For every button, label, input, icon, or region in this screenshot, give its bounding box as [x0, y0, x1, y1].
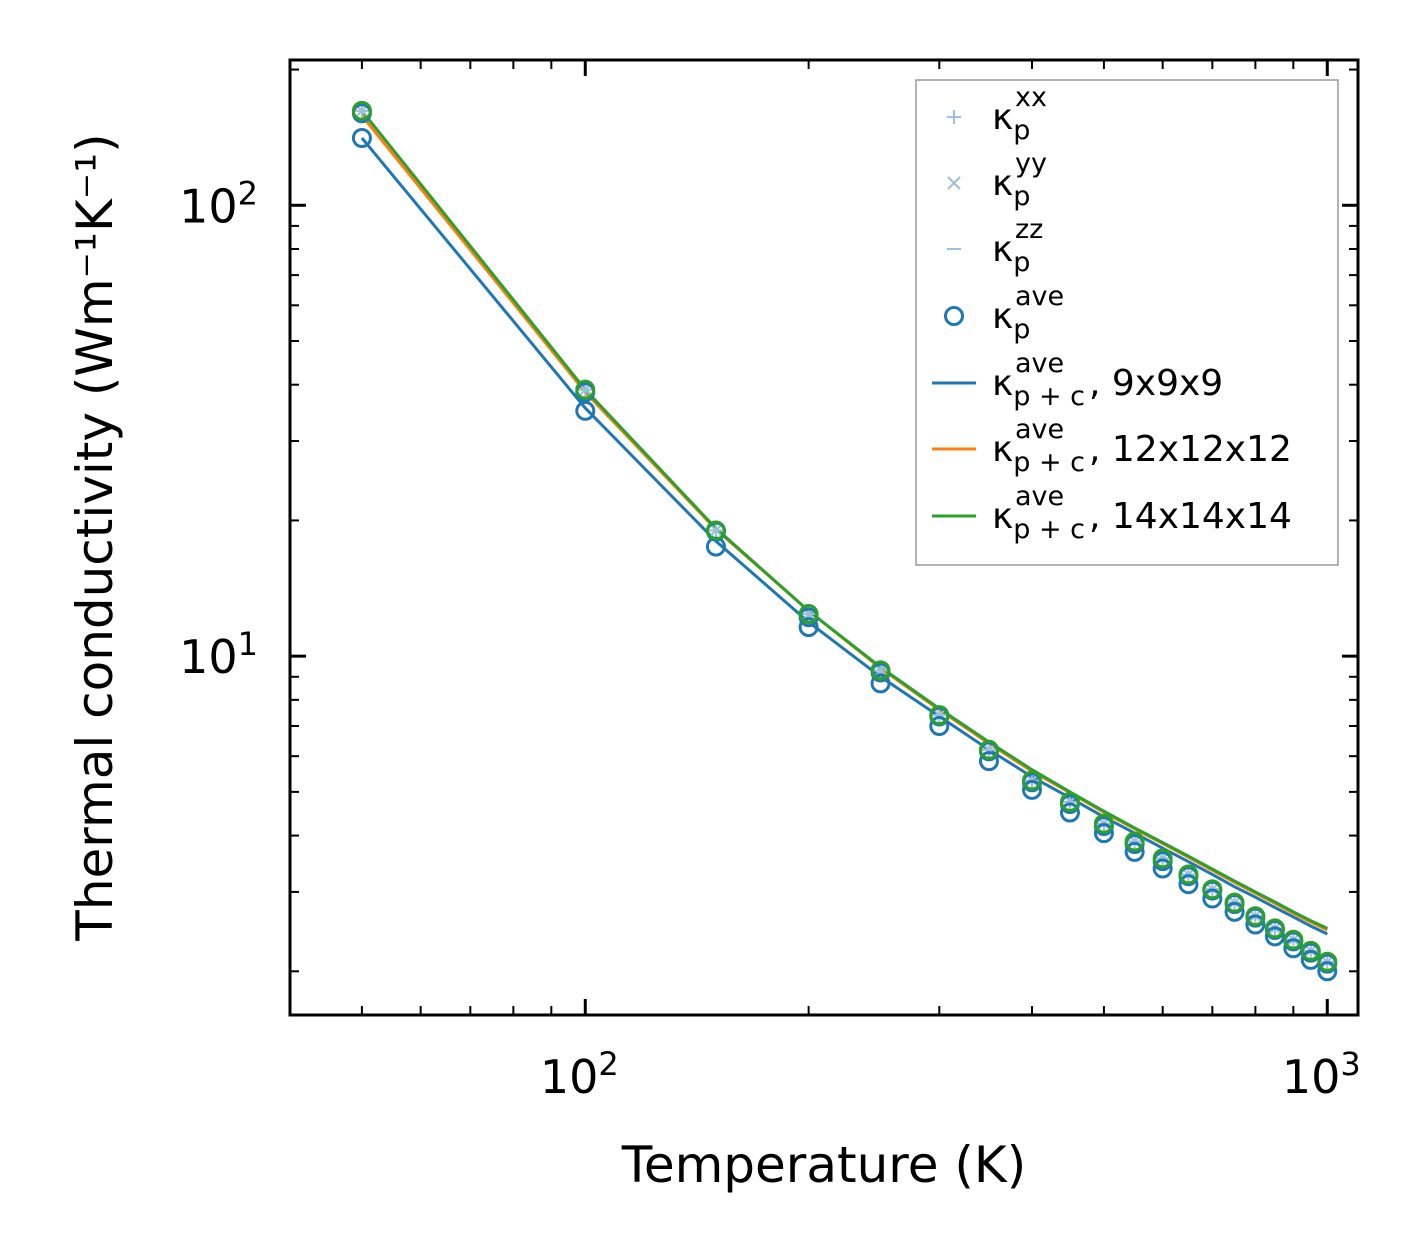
data-point	[1202, 879, 1223, 900]
data-point	[1093, 813, 1114, 834]
data-point	[1152, 848, 1173, 869]
data-point	[1178, 864, 1199, 885]
data-point	[575, 379, 596, 400]
legend-label: κp + cave, 9x9x9	[992, 348, 1223, 412]
data-point	[978, 739, 999, 760]
data-point	[870, 673, 891, 694]
data-point	[978, 751, 999, 772]
data-point	[1317, 951, 1338, 972]
x-tick-label: 102	[540, 1045, 619, 1104]
data-point	[1224, 892, 1245, 913]
data-point	[929, 715, 950, 736]
legend-entry: κp + cave, 12x12x12	[932, 414, 1292, 478]
x-b	[947, 176, 961, 190]
legend-box	[915, 79, 1339, 566]
legend-entry: κp + cave, 14x14x14	[932, 481, 1292, 545]
data-point	[1178, 874, 1199, 895]
series--p-c-ave-9x9x9	[360, 137, 1328, 936]
x-tick-label: 103	[1282, 1045, 1361, 1104]
data-point	[1224, 901, 1245, 922]
x-axis-label: Temperature (K)	[621, 1136, 1026, 1194]
legend-entry: κpave	[944, 281, 1064, 345]
series--p-ave-14x14x14-	[351, 100, 1338, 972]
data-point	[1022, 770, 1043, 791]
data-point	[929, 705, 950, 726]
legend-label: κpzz	[992, 214, 1043, 278]
legend-label: κp + cave, 14x14x14	[992, 481, 1292, 545]
series-line	[360, 137, 1328, 936]
plot-area	[351, 100, 1338, 982]
data-point	[798, 604, 819, 625]
data-point	[1264, 926, 1285, 947]
data-point	[1245, 906, 1266, 927]
plot-frame	[288, 58, 1360, 1017]
data-point	[351, 128, 372, 149]
data-point	[1093, 823, 1114, 844]
y-tick-label: 102	[179, 174, 258, 233]
data-point	[351, 100, 372, 121]
data-point	[1300, 940, 1321, 961]
data-point	[705, 520, 726, 541]
series--p-ave-9x9x9-	[351, 128, 1338, 982]
legend-entry: κpzz	[947, 214, 1043, 278]
data-point	[1245, 914, 1266, 935]
data-point	[1152, 858, 1173, 879]
legend-label: κpave	[992, 281, 1064, 345]
legend-entry: κpyy	[947, 148, 1047, 212]
legend-marker-icon	[944, 306, 964, 326]
data-point	[870, 660, 891, 681]
data-point	[1059, 791, 1080, 812]
legend-entry: κpxx	[947, 82, 1047, 146]
legend-marker-icon	[947, 110, 961, 124]
series-line	[360, 109, 1328, 930]
legend-marker-icon	[947, 176, 961, 190]
data-point	[1022, 779, 1043, 800]
data-point	[1124, 841, 1145, 862]
data-point	[1124, 831, 1145, 852]
data-point	[1264, 918, 1285, 939]
legend-label: κpxx	[992, 82, 1047, 146]
y-axis-label: Thermal conductivity (Wm⁻¹K⁻¹)	[66, 133, 124, 941]
data-point	[575, 400, 596, 421]
series--p-c-ave-14x14x14	[360, 109, 1328, 930]
y-tick-label: 101	[179, 625, 258, 684]
legend-entry: κp + cave, 9x9x9	[932, 348, 1223, 412]
data-point	[1202, 888, 1223, 909]
data-point	[1283, 929, 1304, 950]
legend-label: κpyy	[992, 148, 1047, 212]
tick-labels: 102 103 101 102	[179, 174, 1361, 1104]
data-point	[798, 617, 819, 638]
legend-label: κp + cave, 12x12x12	[992, 414, 1292, 478]
data-point	[1059, 802, 1080, 823]
data-point	[1317, 961, 1338, 982]
